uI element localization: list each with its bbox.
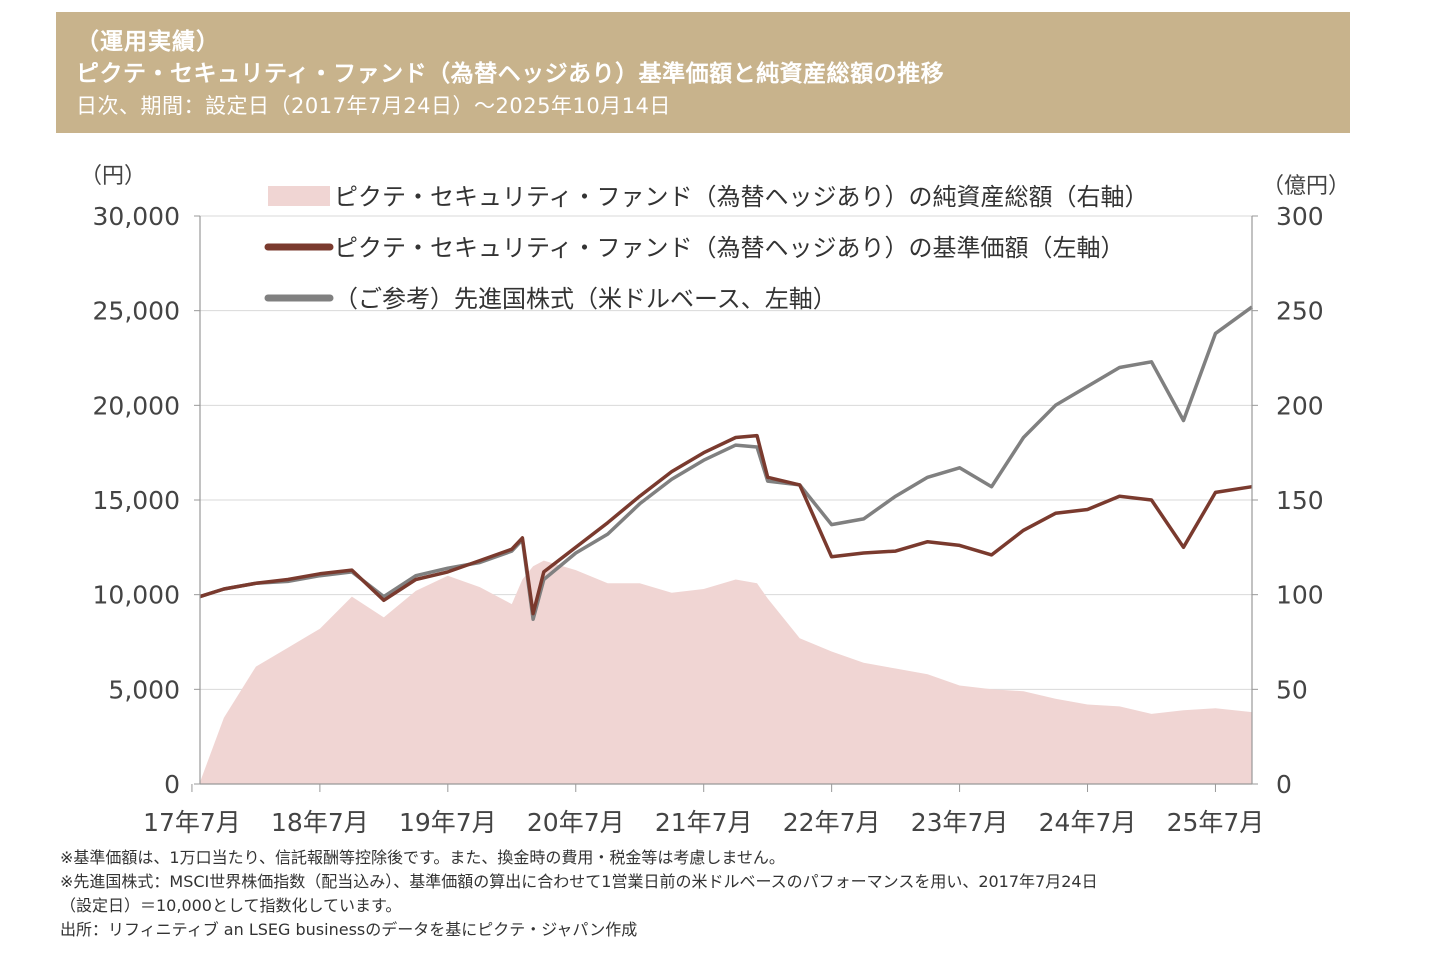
right-axis-unit: （億円） xyxy=(1262,174,1350,199)
right-tick-label: 250 xyxy=(1276,297,1324,326)
x-tick-label: 20年7月 xyxy=(527,808,625,837)
legend-label: ピクテ・セキュリティ・ファンド（為替ヘッジあり）の基準価額（左軸） xyxy=(334,234,1125,262)
chart-subtitle: 日次、期間：設定日（2017年7月24日）～2025年10月14日 xyxy=(76,94,671,118)
x-tick-label: 25年7月 xyxy=(1167,808,1265,837)
right-tick-label: 0 xyxy=(1276,770,1292,799)
left-tick-label: 20,000 xyxy=(93,391,180,420)
right-tick-label: 150 xyxy=(1276,486,1324,515)
legend-swatch-assets xyxy=(268,186,330,206)
footnote-1: ※基準価額は、1万口当たり、信託報酬等控除後です。また、換金時の費用・税金等は考… xyxy=(60,848,785,867)
x-tick-label: 21年7月 xyxy=(655,808,753,837)
x-tick-label: 19年7月 xyxy=(399,808,497,837)
left-tick-label: 5,000 xyxy=(108,675,180,704)
right-tick-label: 300 xyxy=(1276,202,1324,231)
chart-header-banner: （運用実績） ピクテ・セキュリティ・ファンド（為替ヘッジあり）基準価額と純資産総… xyxy=(56,12,1350,133)
left-tick-label: 25,000 xyxy=(93,297,180,326)
left-tick-label: 0 xyxy=(164,770,180,799)
nav-line xyxy=(199,433,1253,616)
left-tick-label: 15,000 xyxy=(93,486,180,515)
x-tick-label: 23年7月 xyxy=(911,808,1009,837)
legend-label: ピクテ・セキュリティ・ファンド（為替ヘッジあり）の純資産総額（右軸） xyxy=(334,183,1149,211)
footnote-source: 出所：リフィニティブ an LSEG businessのデータを基にピクテ・ジャ… xyxy=(60,920,638,939)
msci-world-line xyxy=(199,305,1254,622)
footnote-2: ※先進国株式：MSCI世界株価指数（配当込み）、基準価額の算出に合わせて1営業日… xyxy=(60,872,1098,891)
right-tick-label: 100 xyxy=(1276,581,1324,610)
chart-title: ピクテ・セキュリティ・ファンド（為替ヘッジあり）基準価額と純資産総額の推移 xyxy=(76,61,945,87)
x-tick-label: 22年7月 xyxy=(783,808,881,837)
footnote-3: （設定日）＝10,000として指数化しています。 xyxy=(60,896,402,915)
net-assets-area xyxy=(200,560,1252,784)
right-tick-label: 50 xyxy=(1276,675,1308,704)
x-tick-label: 18年7月 xyxy=(271,808,369,837)
header-section-label: （運用実績） xyxy=(76,29,220,55)
footnotes: ※基準価額は、1万口当たり、信託報酬等控除後です。また、換金時の費用・税金等は考… xyxy=(60,846,1098,942)
left-axis-unit: （円） xyxy=(80,164,146,189)
x-tick-label: 24年7月 xyxy=(1039,808,1137,837)
left-tick-label: 30,000 xyxy=(93,202,180,231)
right-tick-label: 200 xyxy=(1276,391,1324,420)
left-tick-label: 10,000 xyxy=(93,581,180,610)
legend-label: （ご参考）先進国株式（米ドルベース、左軸） xyxy=(334,285,837,313)
legend: ピクテ・セキュリティ・ファンド（為替ヘッジあり）の純資産総額（右軸） ピクテ・セキ… xyxy=(264,183,1149,313)
tick-labels: 30,000 25,000 20,000 15,000 10,000 5,000 0 300 2… xyxy=(93,202,1324,837)
x-tick-label: 17年7月 xyxy=(143,808,241,837)
